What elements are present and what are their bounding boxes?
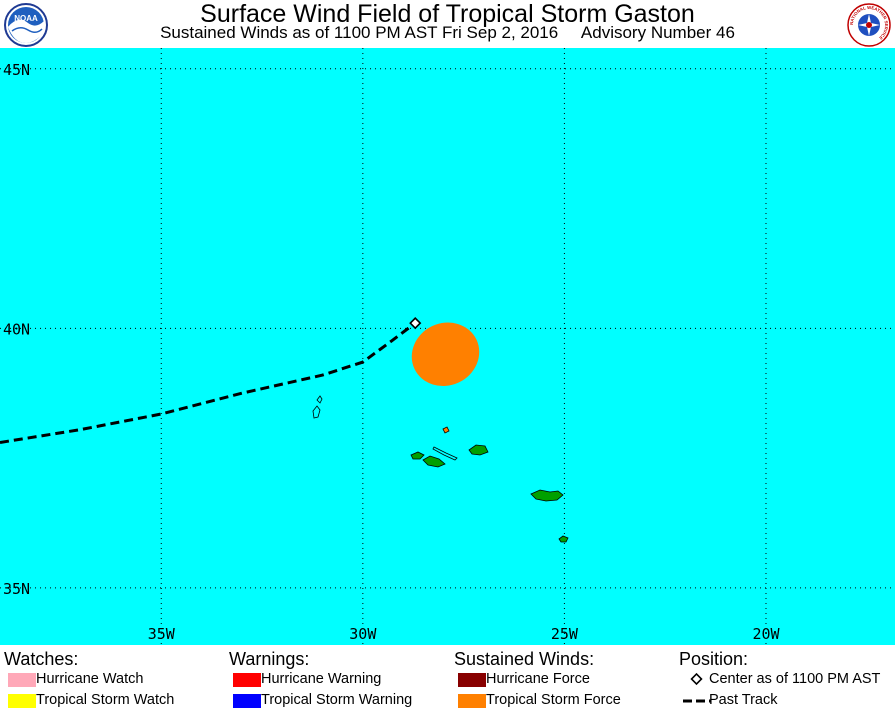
island-flores xyxy=(312,405,321,419)
legend-position: Position: Center as of 1100 PM AST Past … xyxy=(679,649,880,711)
past-track-icon xyxy=(683,699,711,703)
position-heading: Position: xyxy=(679,649,749,669)
latitude-labels: 45N 40N 35N xyxy=(3,61,30,598)
tropical-storm-wind-field xyxy=(411,322,480,387)
lat-label-40n: 40N xyxy=(3,320,30,338)
tropical-storm-watch-label: Tropical Storm Watch xyxy=(36,692,175,708)
svg-text:NOAA: NOAA xyxy=(14,14,38,23)
lon-label-25w: 25W xyxy=(551,625,579,643)
warnings-heading: Warnings: xyxy=(229,649,310,669)
subtitle-advisory: Advisory Number 46 xyxy=(580,23,735,42)
legend-item-hurricane-force: Hurricane Force xyxy=(454,669,621,690)
tropical-storm-warning-swatch xyxy=(233,694,261,708)
legend-item-hurricane-watch: Hurricane Watch xyxy=(4,669,174,690)
island-faial xyxy=(410,451,425,460)
island-terceira xyxy=(468,444,489,456)
tropical-storm-force-swatch xyxy=(458,694,486,708)
lon-label-20w: 20W xyxy=(752,625,780,643)
legend-warnings: Warnings: Hurricane Warning Tropical Sto… xyxy=(229,649,412,711)
storm-map: 45N 40N 35N 35W 30W 25W 20W xyxy=(0,48,895,645)
azores-islands xyxy=(312,395,569,543)
legend-item-past-track: Past Track xyxy=(679,690,880,711)
winds-heading: Sustained Winds: xyxy=(454,649,595,669)
longitude-labels: 35W 30W 25W 20W xyxy=(148,625,781,643)
past-track-label: Past Track xyxy=(709,692,778,708)
legend-item-hurricane-warning: Hurricane Warning xyxy=(229,669,412,690)
storm-center-marker xyxy=(409,317,422,330)
map-area: 45N 40N 35N 35W 30W 25W 20W xyxy=(0,48,895,645)
map-title: Surface Wind Field of Tropical Storm Gas… xyxy=(200,0,695,28)
legend-winds: Sustained Winds: Hurricane Force Tropica… xyxy=(454,649,621,711)
hurricane-warning-swatch xyxy=(233,673,261,687)
nws-logo: NATIONAL WEATHER SERVICE xyxy=(847,3,891,47)
island-corvo xyxy=(316,395,323,404)
map-subtitle: Sustained Winds as of 1100 PM AST Fri Se… xyxy=(0,23,895,43)
center-label: Center as of 1100 PM AST xyxy=(709,671,881,687)
legend-watches: Watches: Hurricane Watch Tropical Storm … xyxy=(4,649,174,711)
hurricane-force-label: Hurricane Force xyxy=(486,671,590,687)
legend-item-tropical-storm-warning: Tropical Storm Warning xyxy=(229,690,412,711)
island-pico xyxy=(422,455,446,468)
lat-lon-grid xyxy=(0,48,895,645)
legend-item-tropical-storm-force: Tropical Storm Force xyxy=(454,690,621,711)
island-sao-miguel xyxy=(530,489,564,502)
watches-heading: Watches: xyxy=(4,649,79,669)
island-sao-jorge xyxy=(432,446,458,461)
hurricane-force-swatch xyxy=(458,673,486,687)
center-diamond-icon xyxy=(690,672,703,686)
noaa-logo: NOAA xyxy=(4,3,48,47)
lon-label-30w: 30W xyxy=(349,625,377,643)
tropical-storm-watch-swatch xyxy=(8,694,36,708)
hurricane-watch-swatch xyxy=(8,673,36,687)
tropical-storm-force-label: Tropical Storm Force xyxy=(486,692,621,708)
lat-label-35n: 35N xyxy=(3,580,30,598)
past-track-line xyxy=(0,321,417,444)
island-graciosa xyxy=(442,426,450,434)
hurricane-warning-label: Hurricane Warning xyxy=(261,671,382,687)
island-santa-maria xyxy=(558,535,569,543)
legend-item-center: Center as of 1100 PM AST xyxy=(679,669,880,690)
legend: Watches: Hurricane Watch Tropical Storm … xyxy=(0,645,895,716)
header: NOAA Surface Wind Field of Tropical Stor… xyxy=(0,0,895,48)
hurricane-watch-label: Hurricane Watch xyxy=(36,671,144,687)
subtitle-time: Sustained Winds as of 1100 PM AST Fri Se… xyxy=(160,23,559,42)
legend-item-tropical-storm-watch: Tropical Storm Watch xyxy=(4,690,174,711)
tropical-storm-warning-label: Tropical Storm Warning xyxy=(261,692,413,708)
lon-label-35w: 35W xyxy=(148,625,176,643)
lat-label-45n: 45N xyxy=(3,61,30,79)
